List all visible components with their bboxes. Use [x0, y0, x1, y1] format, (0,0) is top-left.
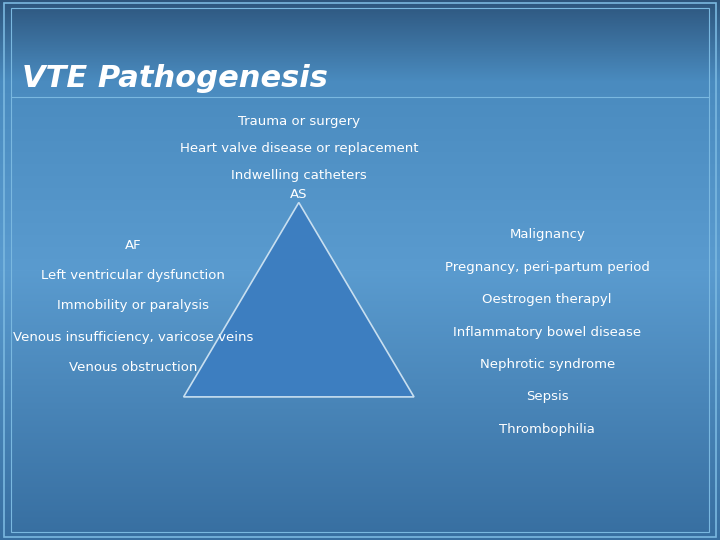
- Text: Trauma or surgery: Trauma or surgery: [238, 115, 360, 128]
- Text: Nephrotic syndrome: Nephrotic syndrome: [480, 358, 615, 371]
- Text: Heart valve disease or replacement: Heart valve disease or replacement: [179, 142, 418, 155]
- Text: Immobility or paralysis: Immobility or paralysis: [57, 299, 210, 312]
- Text: Thrombophilia: Thrombophilia: [499, 423, 595, 436]
- Text: Venous insufficiency, varicose veins: Venous insufficiency, varicose veins: [13, 331, 253, 344]
- Text: Indwelling catheters: Indwelling catheters: [231, 169, 366, 182]
- Text: Inflammatory bowel disease: Inflammatory bowel disease: [453, 326, 642, 339]
- Polygon shape: [184, 202, 414, 397]
- Text: VTE Pathogenesis: VTE Pathogenesis: [22, 64, 328, 93]
- Text: Malignancy: Malignancy: [509, 228, 585, 241]
- Text: AF: AF: [125, 239, 142, 252]
- Text: Sepsis: Sepsis: [526, 390, 569, 403]
- Text: Pregnancy, peri-partum period: Pregnancy, peri-partum period: [445, 261, 649, 274]
- Text: Venous obstruction: Venous obstruction: [69, 361, 197, 374]
- Text: AS: AS: [290, 188, 307, 201]
- Text: Oestrogen therapyl: Oestrogen therapyl: [482, 293, 612, 306]
- Text: Left ventricular dysfunction: Left ventricular dysfunction: [41, 269, 225, 282]
